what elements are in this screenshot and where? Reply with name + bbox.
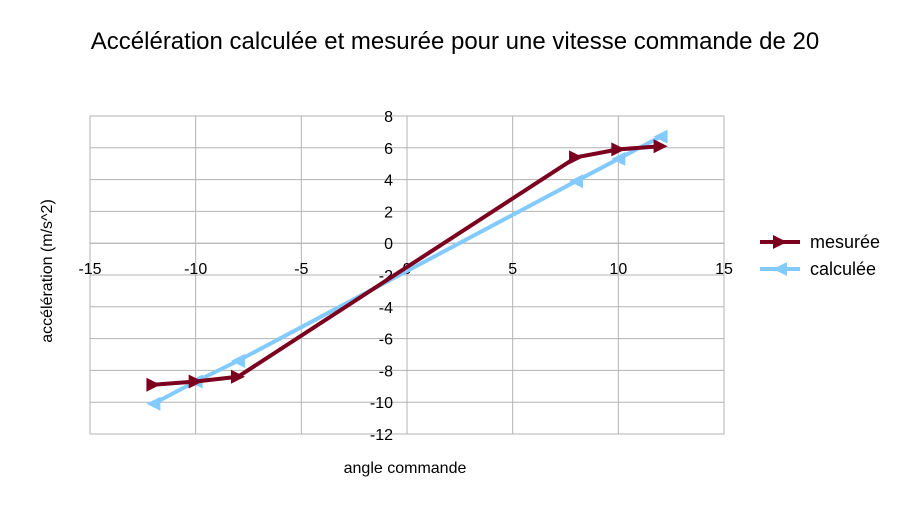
x-tick-label: -15 — [78, 261, 101, 278]
y-tick-label: -12 — [370, 427, 393, 444]
y-tick-label: 0 — [384, 236, 393, 253]
data-point-calculee — [146, 396, 161, 411]
data-point-calculee — [569, 174, 584, 189]
data-point-mesuree — [653, 139, 668, 154]
y-tick-label: 2 — [384, 204, 393, 221]
y-tick-label: 6 — [384, 141, 393, 158]
y-tick-label: -6 — [379, 332, 393, 349]
x-tick-label: -10 — [184, 261, 207, 278]
data-point-calculee — [653, 129, 668, 144]
x-tick-label: 15 — [715, 261, 733, 278]
series-line-calculee — [152, 134, 662, 406]
series-line-mesuree — [153, 144, 661, 387]
x-tick-label: 5 — [508, 261, 517, 278]
data-point-mesuree — [230, 369, 245, 384]
data-point-mesuree — [188, 374, 203, 389]
data-point-calculee — [611, 151, 626, 166]
legend-marker — [773, 235, 787, 249]
data-point-mesuree — [146, 377, 161, 392]
x-tick-label: -5 — [294, 261, 308, 278]
data-point-calculee — [230, 353, 245, 368]
legend-marker — [773, 262, 787, 276]
data-point-mesuree — [611, 142, 626, 157]
y-tick-label: -4 — [379, 300, 393, 317]
y-tick-label: 4 — [384, 173, 393, 190]
y-tick-label: 8 — [384, 109, 393, 126]
legend-label: mesurée — [810, 232, 880, 252]
data-point-mesuree — [569, 150, 584, 165]
y-tick-label: -8 — [379, 363, 393, 380]
chart-title: Accélération calculée et mesurée pour un… — [90, 28, 820, 55]
y-tick-label: -10 — [370, 395, 393, 412]
legend-label: calculée — [810, 259, 876, 279]
x-tick-label: 10 — [609, 261, 627, 278]
x-axis-label: angle commande — [343, 460, 467, 477]
